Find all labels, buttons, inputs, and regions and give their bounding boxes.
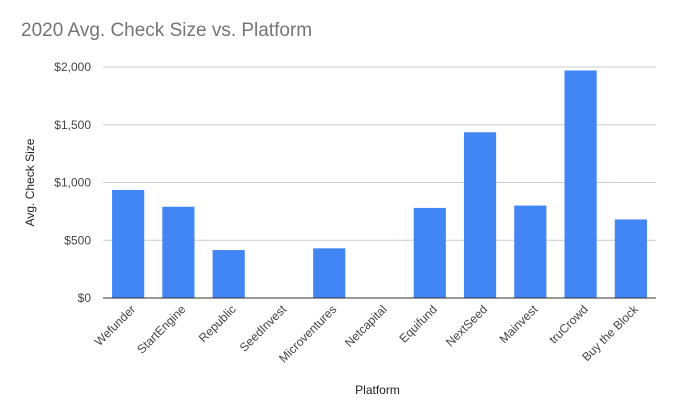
y-tick-label: $1,500 xyxy=(54,118,91,132)
x-tick-label: StartEngine xyxy=(134,302,188,356)
bar-2 xyxy=(212,250,245,298)
x-tick-label: Mainvest xyxy=(497,302,541,346)
bar-8 xyxy=(514,205,547,298)
y-tick-label: $500 xyxy=(64,233,91,247)
y-axis-title: Avg. Check Size xyxy=(23,138,37,226)
x-axis-title: Platform xyxy=(355,383,400,397)
y-tick-label: $0 xyxy=(78,291,92,305)
bar-1 xyxy=(162,206,195,298)
x-tick-label: Republic xyxy=(196,302,239,345)
bar-9 xyxy=(564,70,597,298)
y-tick-label: $1,000 xyxy=(54,176,91,190)
bar-10 xyxy=(614,219,647,298)
x-tick-label: Equifund xyxy=(396,302,439,345)
x-tick-label: NextSeed xyxy=(443,302,490,349)
chart-title: 2020 Avg. Check Size vs. Platform xyxy=(21,20,313,41)
x-tick-label: Netcapital xyxy=(342,302,390,350)
y-tick-label: $2,000 xyxy=(54,60,91,74)
x-tick-label: Wefunder xyxy=(92,302,139,349)
bar-6 xyxy=(413,207,446,298)
x-tick-label: truCrowd xyxy=(546,302,590,346)
bar-4 xyxy=(313,248,346,298)
bar-7 xyxy=(463,132,497,298)
x-tick-label: SeedInvest xyxy=(237,302,290,355)
bar-0 xyxy=(112,190,145,298)
